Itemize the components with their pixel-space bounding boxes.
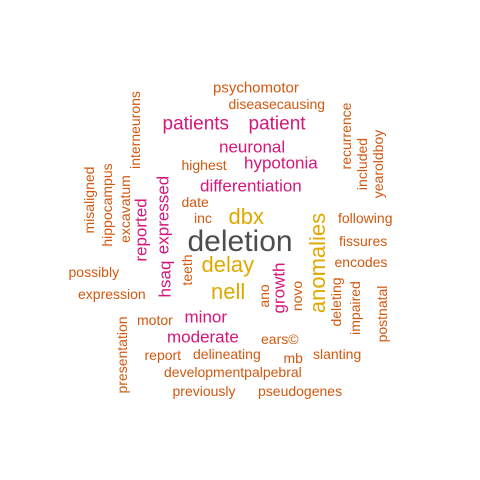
word-hsaq: hsaq [155, 260, 175, 298]
word-differentiation: differentiation [200, 176, 302, 196]
word-patients: patients [162, 113, 230, 135]
word-impaired: impaired [346, 281, 363, 335]
word-deletion: deletion [187, 225, 293, 258]
word-yearoldboy: yearoldboy [369, 129, 386, 199]
word-misaligned: misaligned [80, 166, 97, 234]
word-recurrence: recurrence [337, 102, 354, 170]
word-included: included [354, 137, 371, 191]
word-nell: nell [211, 279, 246, 304]
word-fissures: fissures [339, 233, 388, 249]
word-hypotonia: hypotonia [244, 153, 318, 173]
word-hippocampus: hippocampus [99, 163, 116, 247]
word-novo: novo [289, 280, 306, 312]
word-minor: minor [184, 307, 228, 327]
word-highest: highest [181, 157, 227, 173]
word-pseudogenes: pseudogenes [258, 383, 343, 399]
word-dbx: dbx [228, 204, 264, 229]
word-mb: mb [283, 350, 303, 366]
word-possibly: possibly [68, 264, 120, 280]
word-psychomotor: psychomotor [213, 79, 299, 97]
word-teeth: teeth [179, 254, 196, 286]
word-ano: ano [256, 284, 273, 308]
word-encodes: encodes [334, 254, 388, 270]
word-ears: ears© [261, 331, 299, 347]
word-expression: expression [78, 286, 146, 302]
word-report: report [144, 347, 182, 363]
word-deleting: deleting [328, 277, 345, 327]
word-neuronal: neuronal [219, 137, 286, 157]
word-anomalies: anomalies [305, 212, 331, 314]
word-date: date [181, 194, 209, 210]
word-inc: inc [194, 210, 212, 226]
word-delay: delay [201, 252, 255, 277]
word-delineating: delineating [193, 346, 261, 362]
word-growth: growth [269, 262, 289, 314]
word-expressed: expressed [153, 175, 173, 255]
word-slanting: slanting [313, 346, 362, 362]
word-excavatum: excavatum [116, 175, 133, 243]
word-previously: previously [172, 383, 236, 399]
word-patient: patient [248, 113, 306, 135]
word-moderate: moderate [167, 327, 239, 347]
word-presentation: presentation [114, 316, 131, 394]
word-developmentpalpebral: developmentpalpebral [164, 364, 302, 380]
word-interneurons: interneurons [126, 91, 143, 169]
word-diseasecausing: diseasecausing [228, 96, 326, 112]
word-following: following [338, 210, 393, 226]
word-motor: motor [137, 312, 173, 328]
word-reported: reported [131, 198, 151, 262]
word-postnatal: postnatal [373, 285, 390, 343]
